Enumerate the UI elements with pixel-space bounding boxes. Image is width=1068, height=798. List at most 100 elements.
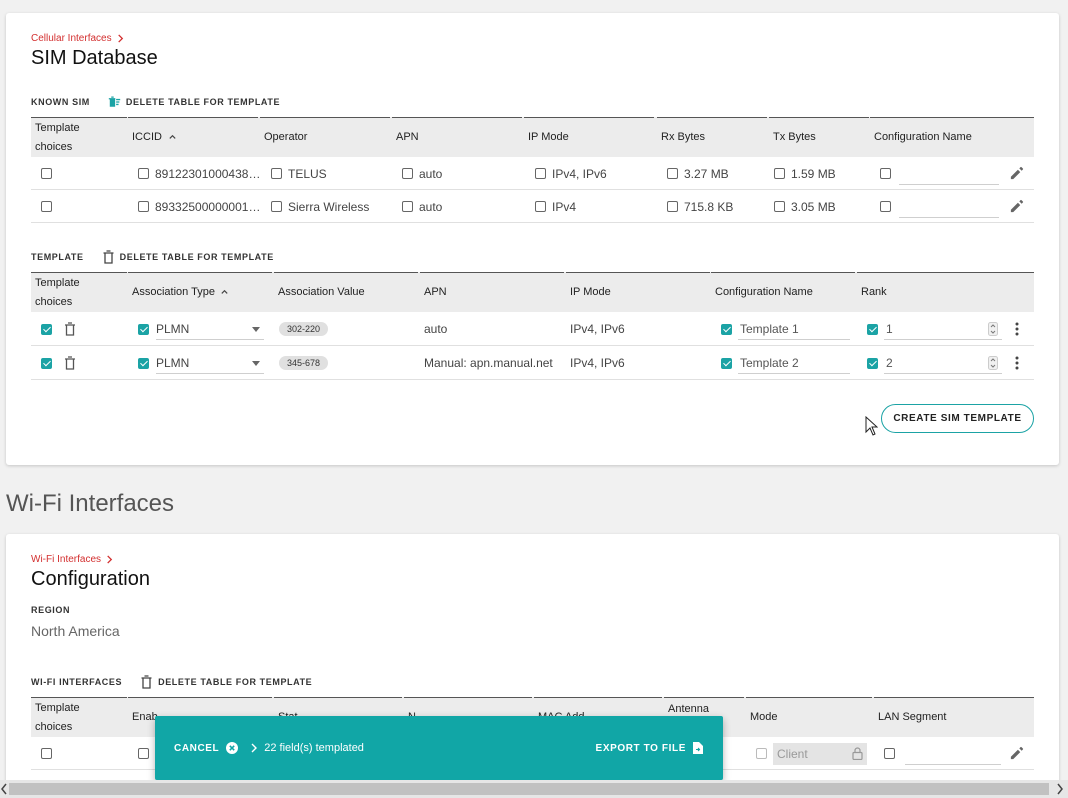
scroll-right-arrow-icon[interactable] — [1056, 783, 1064, 795]
delete-wifi-table-button[interactable]: DELETE TABLE FOR TEMPLATE — [140, 675, 312, 689]
ip-mode-checkbox[interactable] — [535, 168, 546, 179]
table-header: Template choices Association Type Associ… — [31, 272, 1034, 312]
rank-field[interactable]: 1 — [884, 318, 1002, 340]
edit-pencil-icon[interactable] — [1009, 746, 1024, 761]
col-template-choices: Template choices — [31, 697, 127, 737]
col-rx-bytes: Rx Bytes — [657, 117, 767, 157]
rank-checkbox[interactable] — [867, 323, 878, 335]
ip-mode-checkbox[interactable] — [535, 201, 546, 212]
cancel-label: CANCEL — [174, 742, 220, 754]
template-choice-checkbox[interactable] — [41, 357, 52, 369]
col-association-value: Association Value — [274, 272, 418, 312]
trash-icon[interactable] — [64, 322, 76, 336]
operator-value: TELUS — [288, 166, 327, 181]
template-choice-checkbox[interactable] — [41, 323, 52, 335]
iccid-value: 8933250000000101… — [155, 199, 264, 214]
trash-icon[interactable] — [64, 356, 76, 370]
template-choice-checkbox[interactable] — [41, 748, 52, 759]
chevron-down-icon — [252, 327, 260, 332]
config-checkbox[interactable] — [880, 201, 891, 212]
mode-value: Client — [777, 746, 808, 761]
col-iccid[interactable]: ICCID — [128, 117, 258, 157]
lan-checkbox[interactable] — [884, 748, 895, 759]
col-apn: APN — [392, 117, 522, 157]
more-vert-icon[interactable] — [1015, 356, 1019, 370]
association-type-select[interactable]: PLMN — [156, 352, 264, 374]
apn-value: auto — [424, 322, 448, 336]
delete-known-sim-table-button[interactable]: DELETE TABLE FOR TEMPLATE — [108, 95, 280, 109]
scroll-left-arrow-icon[interactable] — [0, 783, 8, 795]
wifi-section-header: WI-FI INTERFACES DELETE TABLE FOR TEMPLA… — [31, 674, 312, 690]
region-value: North America — [31, 623, 120, 639]
col-apn: APN — [420, 272, 564, 312]
rx-checkbox[interactable] — [667, 201, 678, 212]
select-value: PLMN — [156, 321, 190, 336]
config-checkbox[interactable] — [721, 357, 732, 369]
tx-checkbox[interactable] — [774, 201, 785, 212]
lock-icon — [852, 746, 863, 760]
iccid-checkbox[interactable] — [138, 168, 149, 179]
table-row: 8912230100043885… TELUS auto IPv4, IPv6 … — [31, 157, 1034, 190]
config-checkbox[interactable] — [721, 323, 732, 335]
templated-count[interactable]: 22 field(s) templated — [250, 742, 364, 754]
operator-checkbox[interactable] — [271, 168, 282, 179]
table-row: PLMN 345-678 Manual: apn.manual.net IPv4… — [31, 346, 1034, 380]
chevron-down-icon — [252, 361, 260, 366]
template-label: TEMPLATE — [31, 252, 84, 262]
table-row: 8933250000000101… Sierra Wireless auto I… — [31, 190, 1034, 223]
region-label: REGION — [31, 605, 71, 615]
tx-checkbox[interactable] — [774, 168, 785, 179]
operator-checkbox[interactable] — [271, 201, 282, 212]
scrollbar-thumb[interactable] — [9, 783, 1049, 795]
cancel-button[interactable]: CANCEL — [174, 742, 239, 754]
rank-checkbox[interactable] — [867, 357, 878, 369]
config-name-field[interactable]: Template 2 — [738, 352, 850, 374]
export-label: EXPORT TO FILE — [595, 742, 686, 754]
association-type-select[interactable]: PLMN — [156, 318, 264, 340]
lan-segment-field[interactable] — [905, 743, 1001, 765]
association-type-checkbox[interactable] — [138, 357, 149, 369]
rank-field[interactable]: 2 — [884, 352, 1002, 374]
cancel-circle-icon — [226, 742, 239, 754]
sort-ascending-icon — [169, 134, 176, 139]
chevron-right-icon — [251, 743, 258, 753]
chevron-right-icon — [107, 555, 113, 564]
number-spinner-icon[interactable] — [988, 321, 998, 336]
config-name-field[interactable]: Template 1 — [738, 318, 850, 340]
rank-value: 1 — [886, 321, 893, 336]
apn-value: auto — [419, 199, 443, 214]
ip-mode-value: IPv4, IPv6 — [570, 356, 625, 370]
edit-pencil-icon[interactable] — [1009, 166, 1024, 181]
config-name-field[interactable] — [899, 196, 999, 218]
known-sim-section-header: KNOWN SIM DELETE TABLE FOR TEMPLATE — [31, 94, 280, 110]
ip-mode-value: IPv4 — [552, 199, 577, 214]
apn-checkbox[interactable] — [402, 168, 413, 179]
create-sim-template-button[interactable]: CREATE SIM TEMPLATE — [881, 404, 1034, 433]
table-header: Template choices ICCID Operator APN IP M… — [31, 117, 1034, 157]
breadcrumb[interactable]: Cellular Interfaces — [31, 33, 125, 44]
breadcrumb-link[interactable]: Cellular Interfaces — [31, 33, 112, 44]
config-name-field[interactable] — [899, 163, 999, 185]
breadcrumb[interactable]: Wi-Fi Interfaces — [31, 554, 114, 565]
templated-count-text: 22 field(s) templated — [264, 742, 364, 754]
col-association-type[interactable]: Association Type — [128, 272, 272, 312]
breadcrumb-link[interactable]: Wi-Fi Interfaces — [31, 554, 102, 565]
config-checkbox[interactable] — [880, 168, 891, 179]
association-type-checkbox[interactable] — [138, 323, 149, 335]
mode-checkbox[interactable] — [756, 748, 767, 759]
delete-template-table-button[interactable]: DELETE TABLE FOR TEMPLATE — [102, 250, 274, 264]
enable-checkbox[interactable] — [138, 748, 149, 759]
header-text: choices — [35, 140, 73, 153]
iccid-checkbox[interactable] — [138, 201, 149, 212]
number-spinner-icon[interactable] — [988, 355, 998, 370]
more-vert-icon[interactable] — [1015, 322, 1019, 336]
export-to-file-button[interactable]: EXPORT TO FILE — [596, 742, 703, 754]
section-heading: Wi-Fi Interfaces — [6, 490, 175, 517]
col-configuration-name: Configuration Name — [870, 117, 1034, 157]
template-choice-checkbox[interactable] — [41, 168, 52, 179]
template-choice-checkbox[interactable] — [41, 201, 52, 212]
edit-pencil-icon[interactable] — [1009, 199, 1024, 214]
apn-checkbox[interactable] — [402, 201, 413, 212]
rx-checkbox[interactable] — [667, 168, 678, 179]
horizontal-scrollbar[interactable] — [0, 780, 1068, 798]
